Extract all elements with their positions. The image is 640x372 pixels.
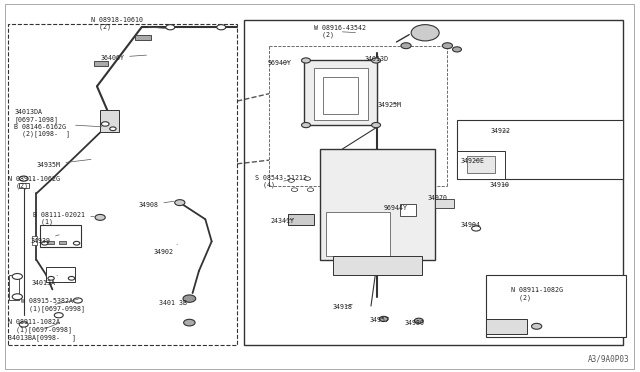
Text: 34939: 34939 — [30, 235, 60, 244]
Circle shape — [166, 25, 175, 30]
Bar — [467, 157, 495, 173]
Text: N 08911-1082G
  (2): N 08911-1082G (2) — [511, 288, 563, 301]
Circle shape — [401, 43, 411, 49]
Circle shape — [301, 58, 310, 63]
Circle shape — [532, 323, 541, 329]
Bar — [59, 241, 67, 244]
Circle shape — [19, 322, 28, 327]
Text: 34904: 34904 — [460, 222, 480, 228]
Bar — [32, 236, 37, 245]
Bar — [9, 275, 19, 301]
Circle shape — [19, 176, 28, 181]
Circle shape — [372, 58, 381, 63]
Text: N 08918-10610
  (2): N 08918-10610 (2) — [91, 17, 168, 30]
Bar — [314, 68, 368, 119]
Circle shape — [414, 318, 423, 323]
Text: B 08111-02021
  (1): B 08111-02021 (1) — [33, 212, 94, 225]
Text: 34920E: 34920E — [460, 158, 484, 164]
Bar — [46, 267, 75, 282]
Circle shape — [12, 294, 22, 300]
Circle shape — [184, 319, 195, 326]
Circle shape — [175, 200, 185, 206]
Circle shape — [12, 273, 22, 279]
Text: 34910: 34910 — [490, 182, 509, 187]
Circle shape — [304, 177, 310, 180]
Text: 24341Y: 24341Y — [270, 218, 294, 224]
Text: N 08911-1062G
  (2): N 08911-1062G (2) — [8, 176, 60, 189]
Circle shape — [109, 127, 116, 131]
Text: 34980: 34980 — [404, 320, 425, 326]
Circle shape — [442, 43, 452, 49]
Text: 36406Y: 36406Y — [100, 55, 147, 61]
Text: 34908: 34908 — [138, 201, 174, 208]
Bar — [486, 319, 527, 334]
Circle shape — [380, 316, 388, 321]
Circle shape — [74, 241, 80, 245]
Bar — [399, 205, 415, 215]
Text: 34935M: 34935M — [36, 159, 91, 167]
Bar — [320, 149, 435, 260]
Circle shape — [472, 226, 481, 231]
Circle shape — [291, 188, 298, 192]
Bar — [100, 110, 119, 132]
Bar — [40, 225, 81, 247]
Text: 34957: 34957 — [370, 317, 390, 323]
Text: 34970: 34970 — [427, 195, 447, 201]
Bar — [326, 212, 390, 256]
Bar — [323, 77, 358, 114]
Text: 34013A: 34013A — [32, 275, 58, 286]
Circle shape — [101, 122, 109, 126]
Circle shape — [452, 47, 461, 52]
Bar — [94, 61, 108, 66]
Text: 34013DA
[0697-1098]
B 08146-6162G
  (2)[1098-  ]: 34013DA [0697-1098] B 08146-6162G (2)[10… — [14, 109, 102, 138]
Circle shape — [95, 214, 105, 220]
Text: 3401 3B: 3401 3B — [159, 299, 193, 306]
Text: 96944Y: 96944Y — [384, 205, 408, 211]
Bar — [288, 214, 314, 225]
Bar — [8, 23, 237, 345]
Text: 34925M: 34925M — [378, 102, 401, 108]
Circle shape — [307, 188, 314, 192]
Circle shape — [183, 295, 196, 302]
Bar — [486, 275, 626, 337]
Circle shape — [411, 25, 439, 41]
Circle shape — [217, 25, 226, 30]
Bar — [457, 151, 505, 179]
Bar — [435, 199, 454, 208]
Bar — [333, 256, 422, 275]
Bar — [244, 20, 623, 345]
Circle shape — [288, 179, 294, 182]
Text: 34918: 34918 — [333, 304, 353, 310]
Text: 34922: 34922 — [490, 128, 510, 134]
Circle shape — [68, 276, 75, 280]
Bar — [304, 61, 378, 125]
Text: 96940Y: 96940Y — [268, 60, 292, 67]
Text: A3/9A0P03: A3/9A0P03 — [588, 355, 629, 364]
Bar — [46, 241, 54, 244]
Bar — [19, 183, 29, 188]
Circle shape — [42, 241, 48, 245]
Circle shape — [301, 122, 310, 128]
Text: W 08915-5382A
  (1)[0697-0998]: W 08915-5382A (1)[0697-0998] — [20, 298, 84, 312]
Text: S 08543-51212
  (4): S 08543-51212 (4) — [255, 175, 307, 188]
Text: W 08916-43542
  (2): W 08916-43542 (2) — [314, 25, 365, 38]
Text: 34013D: 34013D — [365, 56, 388, 62]
Circle shape — [54, 312, 63, 318]
Text: N 08911-1082A
  (1)[0697-0998]
34013BA[0998-   ]: N 08911-1082A (1)[0697-0998] 34013BA[099… — [8, 319, 76, 341]
Circle shape — [372, 122, 381, 128]
Text: 34902: 34902 — [153, 244, 177, 255]
Bar — [135, 35, 151, 40]
Circle shape — [48, 276, 54, 280]
Circle shape — [74, 298, 83, 303]
Bar — [457, 119, 623, 179]
